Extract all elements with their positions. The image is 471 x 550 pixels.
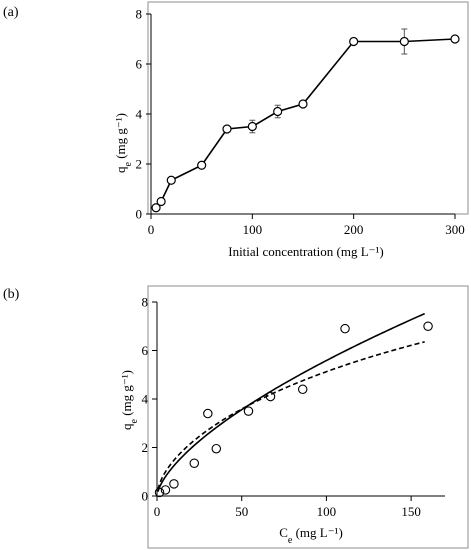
panel-b-x-tick-label: 100 [317, 504, 337, 519]
data-point [450, 34, 460, 44]
data-point [273, 106, 283, 117]
data-point [265, 391, 276, 402]
panel-b-y-tick-label: 2 [142, 440, 149, 455]
panel-a-y-ticks: 0 2 4 6 8 [136, 7, 151, 222]
panel-a-y-tick-label: 4 [136, 107, 143, 122]
panel-b-x-tick-label: 50 [235, 504, 248, 519]
panel-a-x-ticks: 0 100 200 300 [148, 214, 465, 237]
panel-b-x-tick-label: 0 [154, 504, 161, 519]
panel-a-label: (a) [3, 5, 19, 20]
fit-curve-solid [157, 312, 425, 492]
data-point [156, 196, 166, 207]
panel-b-frame [147, 285, 469, 549]
data-point [222, 124, 232, 134]
panel-b-y-tick-label: 0 [142, 489, 149, 504]
data-point [197, 160, 207, 170]
panel-b-y-axis-label: qe (mg g⁻¹) [119, 370, 140, 430]
data-point [169, 479, 179, 489]
data-point [340, 323, 350, 334]
data-point [151, 203, 161, 213]
panel-b: (b) 0 2 4 6 8 0 50 100 150 Ce (mg L⁻¹) qe (mg g… [3, 285, 469, 549]
panel-b-data [154, 312, 433, 498]
panel-a-y-tick-label: 8 [136, 7, 143, 22]
panel-b-y-tick-label: 6 [142, 343, 149, 358]
panel-b-x-axis-label: Ce (mg L⁻¹) [279, 525, 343, 546]
data-point [154, 487, 165, 498]
panel-a: (a) 0 2 4 6 8 0 100 200 300 Initial concentrati… [3, 1, 469, 259]
panel-a-x-tick-label: 200 [344, 222, 364, 237]
panel-a-x-tick-label: 100 [243, 222, 263, 237]
panel-b-y-ticks: 0 2 4 6 8 [142, 295, 157, 504]
data-point [297, 384, 308, 395]
panel-a-y-tick-label: 6 [136, 57, 143, 72]
panel-a-y-tick-label: 2 [136, 157, 143, 172]
data-point [211, 443, 222, 454]
data-point [189, 458, 200, 469]
data-point [399, 36, 409, 47]
panel-a-x-tick-label: 0 [148, 222, 155, 237]
panel-a-x-axis-label: Initial concentration (mg L⁻¹) [228, 244, 384, 259]
data-point [160, 485, 171, 495]
data-point [243, 406, 254, 416]
data-point [203, 408, 213, 419]
panel-a-data [151, 28, 460, 213]
fit-curve-dashed [157, 341, 425, 490]
data-point [349, 36, 359, 47]
panel-a-y-tick-label: 0 [136, 207, 143, 222]
data-point [247, 121, 257, 132]
panel-b-y-tick-label: 4 [142, 392, 149, 407]
panel-a-y-axis-label: qe (mg g⁻¹) [113, 113, 134, 173]
data-point [423, 321, 433, 331]
panel-b-label: (b) [3, 287, 20, 302]
series-line [155, 38, 456, 209]
panel-b-x-ticks: 0 50 100 150 [154, 496, 421, 519]
panel-b-y-tick-label: 8 [142, 295, 149, 310]
panel-a-frame [147, 1, 469, 215]
panel-b-x-tick-label: 150 [401, 504, 421, 519]
data-point [298, 99, 308, 109]
panel-a-x-tick-label: 300 [445, 222, 465, 237]
data-point [166, 175, 176, 185]
